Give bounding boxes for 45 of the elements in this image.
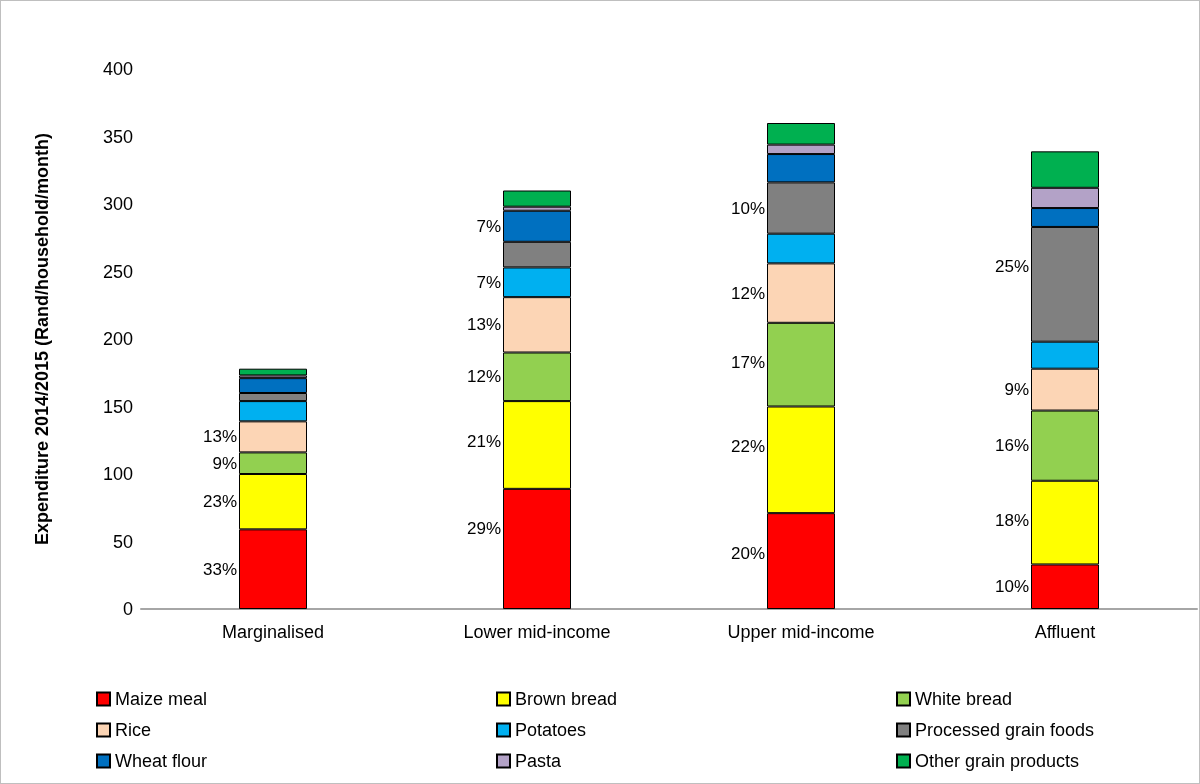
y-tick-label: 100 xyxy=(102,464,133,484)
annotation: 21% xyxy=(466,431,501,451)
legend-label: Brown bread xyxy=(515,689,618,709)
bar xyxy=(239,368,307,376)
annotation: 12% xyxy=(730,283,765,303)
legend-label: Maize meal xyxy=(115,689,208,709)
y-tick-label: 250 xyxy=(102,261,133,282)
annotation: 29% xyxy=(466,519,501,539)
x-tick-label: Affluent xyxy=(1034,622,1096,642)
x-tick-label: Upper mid-income xyxy=(727,622,875,642)
annotation: 7% xyxy=(476,216,501,236)
legend-label: Rice xyxy=(115,720,152,740)
annotation: 9% xyxy=(212,453,237,473)
annotation: 13% xyxy=(202,427,237,447)
bar xyxy=(503,190,571,207)
annotation: 17% xyxy=(730,353,765,373)
annotation: 33% xyxy=(202,559,237,579)
annotation: 22% xyxy=(730,437,765,456)
y-tick-label: 50 xyxy=(112,531,133,552)
y-axis-title: Expenditure 2014/2015 (Rand/household/month) xyxy=(32,132,52,546)
x-tick-label: Lower mid-income xyxy=(463,622,611,642)
y-tick-label: 350 xyxy=(102,126,133,147)
legend-label: Processed grain foods xyxy=(915,720,1095,740)
legend-label: Pasta xyxy=(515,751,563,771)
legend-label: Other grain products xyxy=(915,751,1080,771)
annotation: 9% xyxy=(1004,380,1029,400)
annotation: 16% xyxy=(994,436,1029,456)
legend-label: Wheat flour xyxy=(115,751,208,771)
annotation: 13% xyxy=(466,315,501,335)
y-tick-label: 200 xyxy=(102,329,133,349)
annotation: 18% xyxy=(994,511,1029,531)
annotation: 20% xyxy=(730,543,765,563)
y-tick-label: 0 xyxy=(122,599,133,619)
annotation: 10% xyxy=(730,198,765,218)
legend-label: White bread xyxy=(915,689,1013,709)
y-tick-label: 300 xyxy=(102,194,133,214)
y-tick-label: 150 xyxy=(102,396,133,417)
legend-label: Potatoes xyxy=(515,720,587,740)
y-tick-label: 400 xyxy=(102,59,133,79)
annotation: 23% xyxy=(202,492,237,512)
x-tick-label: Marginalised xyxy=(221,622,325,642)
annotation: 25% xyxy=(994,257,1029,277)
annotation: 7% xyxy=(476,272,501,292)
annotation: 12% xyxy=(466,367,501,387)
annotation: 10% xyxy=(994,577,1029,597)
